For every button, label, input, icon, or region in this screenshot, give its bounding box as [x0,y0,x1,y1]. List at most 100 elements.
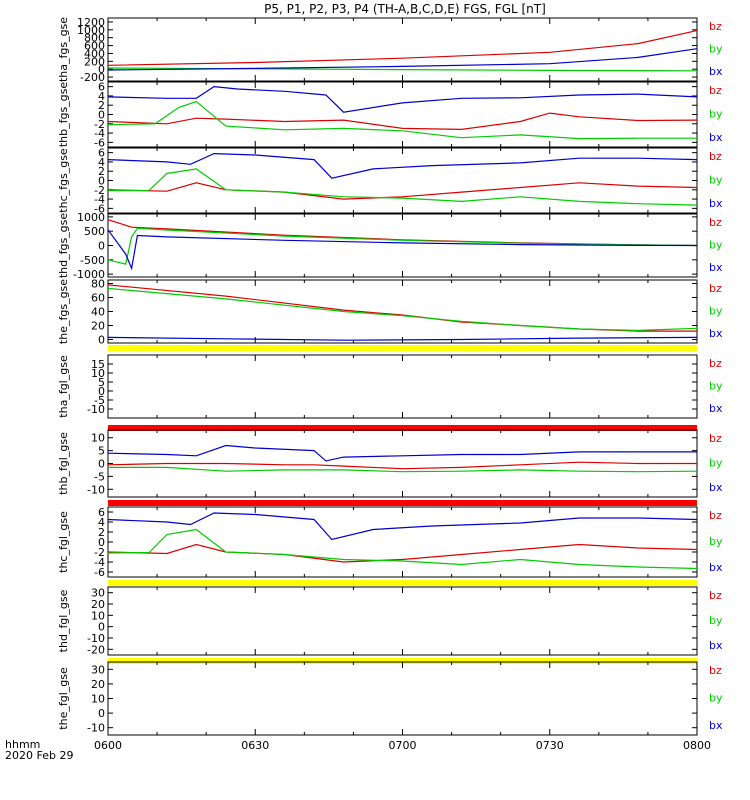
series-bz-line [107,461,697,470]
series-by-line [107,227,698,265]
y-tick-label: 2 [98,165,105,178]
x-tick-label: 0700 [389,739,417,752]
y-axis-label: thb_fgs_gse [57,82,70,148]
y-axis-label: tha_fgl_gse [57,355,70,418]
legend-by: by [709,380,723,393]
quality-flag-bar [108,500,697,506]
y-tick-label: 5 [98,445,105,458]
panel-frame [107,354,698,419]
legend-bz: bz [709,20,722,33]
y-tick-label: 15 [91,358,105,371]
y-tick-label: -10 [87,722,105,735]
y-tick-label: 200 [84,55,105,68]
y-tick-label: -20 [87,643,105,656]
y-tick-label: -500 [80,254,105,267]
legend-bx: bx [709,327,723,340]
panel-the-fgl-gse: 30 20 100 -10 the_fgl_gse bz by bx [57,661,723,736]
y-tick-label: 0 [98,334,105,347]
y-tick-label: 80 [91,278,105,291]
y-tick-label: 0 [98,63,105,76]
y-tick-label: 0 [98,621,105,634]
y-tick-label: -4 [94,127,105,140]
legend-bx: bx [709,402,723,415]
series-by-line [107,528,698,570]
y-tick-label: -1000 [73,268,105,281]
y-tick-label: 30 [91,587,105,600]
series-bz-line [107,112,698,131]
y-tick-label: 10 [91,609,105,622]
x-tick-label: 0600 [94,739,122,752]
y-tick-label: 0 [98,707,105,720]
legend-by: by [709,457,723,470]
panel-frame [107,586,698,656]
y-tick-label: 0 [98,240,105,253]
y-tick-label: 30 [91,663,105,676]
y-axis-label: the_fgs_gse [57,279,70,344]
legend-bz: bz [709,150,722,163]
series-bx-line [107,85,698,113]
legend-by: by [709,614,723,627]
legend-by: by [709,43,723,56]
y-tick-label: 20 [91,320,105,333]
legend-by: by [709,108,723,121]
y-tick-label: 1200 [77,16,105,29]
x-tick-label: 0800 [683,739,711,752]
y-tick-label: -5 [94,394,105,407]
series-bz-line [107,182,698,200]
y-tick-label: -4 [94,556,105,569]
y-tick-label: 4 [98,90,105,103]
legend-bx: bx [709,65,723,78]
y-tick-label: 1000 [77,24,105,37]
legend-bx: bx [709,131,723,144]
y-tick-label: -10 [87,632,105,645]
y-tick-label: -2 [94,118,105,131]
legend-bz: bz [709,432,722,445]
legend-bz: bz [709,357,722,370]
quality-flag-bar [108,658,697,664]
chart-title: P5, P1, P2, P3, P4 (TH-A,B,C,D,E) FGS, F… [264,2,546,16]
y-tick-label: 0 [98,458,105,471]
legend-bz: bz [709,282,722,295]
series-bx-line [107,444,697,462]
quality-flag-bar [108,580,697,586]
legend-bx: bx [709,481,723,494]
legend-bx: bx [709,261,723,274]
y-tick-label: 40 [91,306,105,319]
series-by-line [107,287,698,332]
y-tick-label: 5 [98,376,105,389]
y-axis-label: tha_fgs_gse [57,17,70,82]
y-tick-label: -2 [94,184,105,197]
y-tick-label: -5 [94,470,105,483]
legend-by: by [709,535,723,548]
y-tick-label: 10 [91,693,105,706]
legend-bx: bx [709,719,723,732]
legend-bz: bz [709,589,722,602]
legend-by: by [709,239,723,252]
y-tick-label: 20 [91,678,105,691]
y-axis-label: thd_fgs_gse [57,213,70,279]
panel-frame [107,661,698,736]
y-tick-label: -6 [94,202,105,215]
legend-by: by [709,692,723,705]
y-axis-label: the_fgl_gse [57,667,70,730]
date-label: 2020 Feb 29 [5,749,73,762]
y-tick-label: -2 [94,546,105,559]
series-bz-line [107,30,698,66]
series-bx-line [107,336,698,341]
series-bx-line [107,229,698,271]
y-tick-label: 10 [91,432,105,445]
x-tick-label: 0730 [536,739,564,752]
y-tick-label: 600 [84,40,105,53]
y-tick-label: 0 [98,109,105,122]
quality-flag-bar [108,345,697,351]
y-tick-label: 2 [98,99,105,112]
y-tick-label: -6 [94,566,105,579]
legend-bx: bx [709,561,723,574]
y-axis-label: thb_fgl_gse [57,432,70,495]
legend-bz: bz [709,509,722,522]
